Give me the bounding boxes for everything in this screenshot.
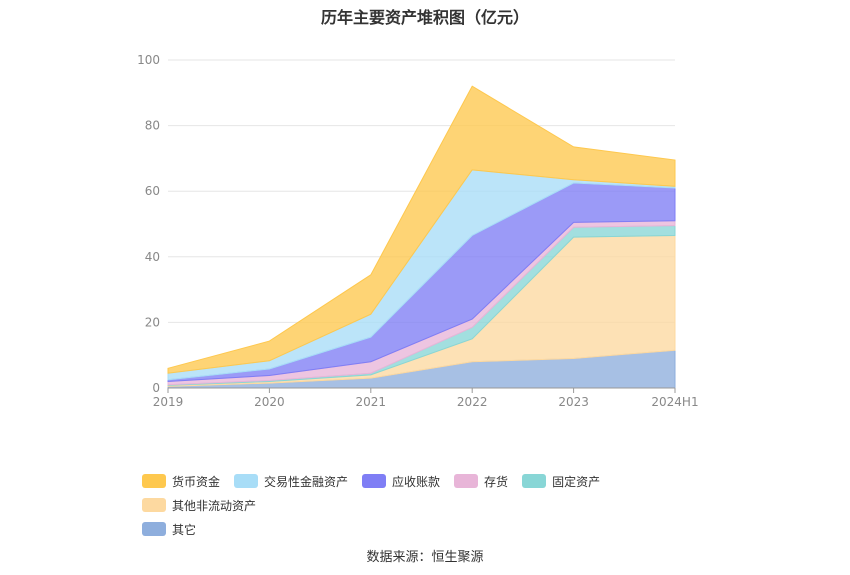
legend-label: 其他非流动资产 — [172, 498, 257, 513]
legend-label: 货币资金 — [172, 474, 221, 489]
x-tick-label: 2024H1 — [651, 395, 698, 409]
legend-label: 存货 — [484, 474, 509, 489]
y-tick-label: 100 — [137, 53, 160, 67]
legend-item[interactable]: 其他非流动资产 — [142, 497, 256, 513]
legend: 货币资金 交易性金融资产 应收账款 存货 固定资产其他非流动资产 其它 — [142, 473, 742, 545]
legend-item[interactable]: 其它 — [142, 521, 196, 537]
x-tick-label: 2022 — [457, 395, 488, 409]
legend-item[interactable]: 货币资金 — [142, 473, 220, 489]
x-tick-label: 2021 — [356, 395, 387, 409]
legend-item[interactable]: 存货 — [454, 473, 508, 489]
stacked-area-chart: 0 20 40 60 80 100 2019 2020 2021 2022 2023 2024H1 — [137, 53, 699, 409]
legend-swatch — [234, 474, 259, 488]
y-tick-label: 80 — [145, 119, 160, 133]
legend-item[interactable]: 交易性金融资产 — [234, 473, 348, 489]
legend-item[interactable]: 固定资产 — [522, 473, 600, 489]
legend-label: 应收账款 — [392, 474, 441, 489]
legend-swatch — [142, 474, 166, 488]
legend-label: 其它 — [172, 522, 197, 537]
legend-swatch — [454, 474, 479, 488]
axes: 0 20 40 60 80 100 2019 2020 2021 2022 2023 2024H1 — [137, 53, 699, 409]
legend-swatch — [522, 474, 547, 488]
y-tick-label: 0 — [152, 381, 160, 395]
y-tick-label: 20 — [145, 315, 160, 329]
legend-swatch — [142, 522, 166, 536]
y-tick-label: 60 — [145, 184, 160, 198]
legend-label: 交易性金融资产 — [264, 474, 349, 489]
legend-item[interactable]: 应收账款 — [362, 473, 440, 489]
x-tick-label: 2020 — [254, 395, 285, 409]
legend-label: 固定资产 — [552, 474, 601, 489]
x-tick-label: 2019 — [153, 395, 184, 409]
chart-title: 历年主要资产堆积图（亿元） — [320, 8, 529, 27]
legend-swatch — [142, 498, 166, 512]
y-tick-label: 40 — [145, 250, 160, 264]
area-series-6 — [167, 85, 676, 374]
series-areas — [167, 85, 676, 389]
source-note: 数据来源：恒生聚源 — [366, 550, 484, 565]
x-tick-label: 2023 — [558, 395, 589, 409]
legend-swatch — [362, 474, 387, 488]
